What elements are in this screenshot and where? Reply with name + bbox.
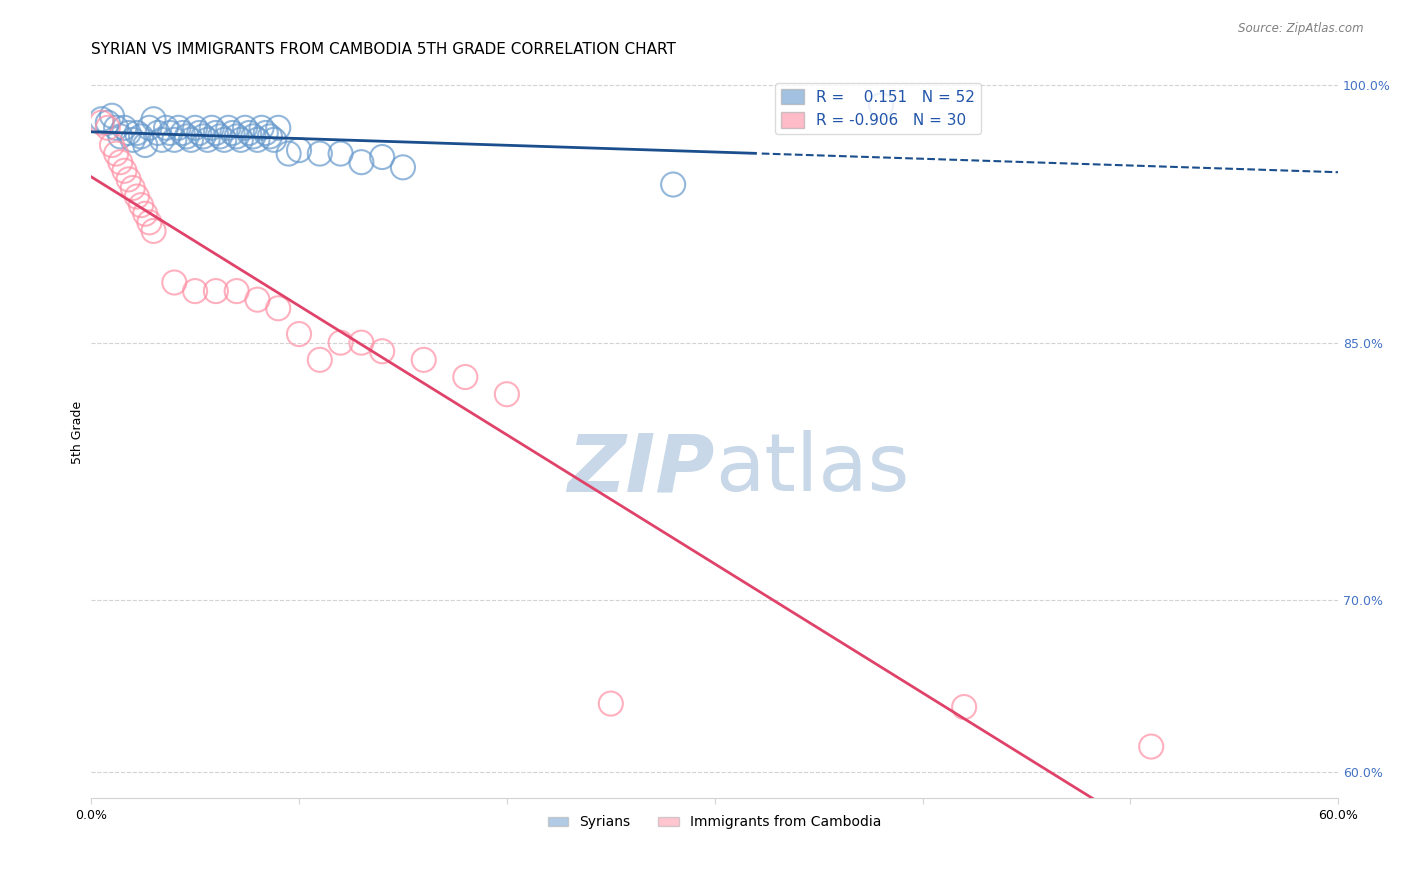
Text: Source: ZipAtlas.com: Source: ZipAtlas.com: [1239, 22, 1364, 36]
Point: [209, 129, 232, 144]
Point: [138, 120, 160, 135]
Point: [184, 284, 207, 298]
Point: [277, 146, 299, 161]
Point: [250, 120, 273, 135]
Point: [138, 215, 160, 229]
Point: [496, 387, 519, 401]
Point: [953, 700, 976, 714]
Point: [350, 155, 373, 169]
Point: [176, 129, 198, 144]
Text: ZIP: ZIP: [568, 431, 714, 508]
Point: [105, 120, 128, 135]
Point: [308, 146, 330, 161]
Point: [267, 301, 290, 316]
Point: [114, 120, 136, 135]
Point: [114, 163, 136, 178]
Point: [229, 133, 252, 147]
Y-axis label: 5th Grade: 5th Grade: [72, 401, 84, 465]
Point: [121, 181, 143, 195]
Point: [134, 138, 156, 153]
Point: [167, 120, 190, 135]
Point: [90, 112, 112, 127]
Point: [392, 161, 415, 175]
Point: [254, 126, 277, 140]
Point: [125, 126, 148, 140]
Point: [188, 126, 211, 140]
Point: [197, 133, 219, 147]
Point: [662, 178, 685, 192]
Point: [101, 109, 124, 123]
Point: [259, 129, 281, 144]
Point: [599, 697, 621, 711]
Point: [134, 207, 156, 221]
Point: [225, 284, 247, 298]
Point: [184, 120, 207, 135]
Point: [217, 120, 239, 135]
Point: [101, 138, 124, 153]
Point: [150, 133, 173, 147]
Point: [97, 120, 120, 135]
Point: [412, 352, 434, 367]
Point: [288, 143, 311, 157]
Point: [110, 155, 132, 169]
Point: [263, 133, 285, 147]
Point: [246, 133, 269, 147]
Point: [205, 284, 228, 298]
Point: [238, 126, 260, 140]
Point: [454, 370, 477, 384]
Legend: Syrians, Immigrants from Cambodia: Syrians, Immigrants from Cambodia: [543, 810, 887, 835]
Point: [142, 224, 165, 238]
Point: [233, 120, 256, 135]
Point: [246, 293, 269, 307]
Text: atlas: atlas: [714, 431, 910, 508]
Point: [125, 189, 148, 203]
Point: [308, 352, 330, 367]
Point: [121, 133, 143, 147]
Point: [163, 276, 186, 290]
Point: [172, 126, 194, 140]
Point: [159, 126, 181, 140]
Point: [221, 126, 243, 140]
Point: [163, 133, 186, 147]
Point: [350, 335, 373, 350]
Point: [267, 120, 290, 135]
Point: [371, 150, 394, 164]
Point: [242, 129, 264, 144]
Point: [193, 129, 215, 144]
Point: [371, 344, 394, 359]
Point: [329, 335, 352, 350]
Point: [142, 112, 165, 127]
Point: [1140, 739, 1163, 754]
Point: [212, 133, 235, 147]
Point: [129, 129, 152, 144]
Point: [97, 116, 120, 130]
Point: [90, 116, 112, 130]
Point: [129, 198, 152, 212]
Point: [117, 172, 139, 186]
Point: [329, 146, 352, 161]
Point: [105, 146, 128, 161]
Text: SYRIAN VS IMMIGRANTS FROM CAMBODIA 5TH GRADE CORRELATION CHART: SYRIAN VS IMMIGRANTS FROM CAMBODIA 5TH G…: [91, 42, 676, 57]
Point: [155, 120, 177, 135]
Point: [110, 129, 132, 144]
Point: [225, 129, 247, 144]
Point: [180, 133, 202, 147]
Point: [870, 98, 893, 112]
Point: [117, 126, 139, 140]
Point: [288, 327, 311, 342]
Point: [146, 126, 169, 140]
Point: [201, 120, 224, 135]
Point: [205, 126, 228, 140]
